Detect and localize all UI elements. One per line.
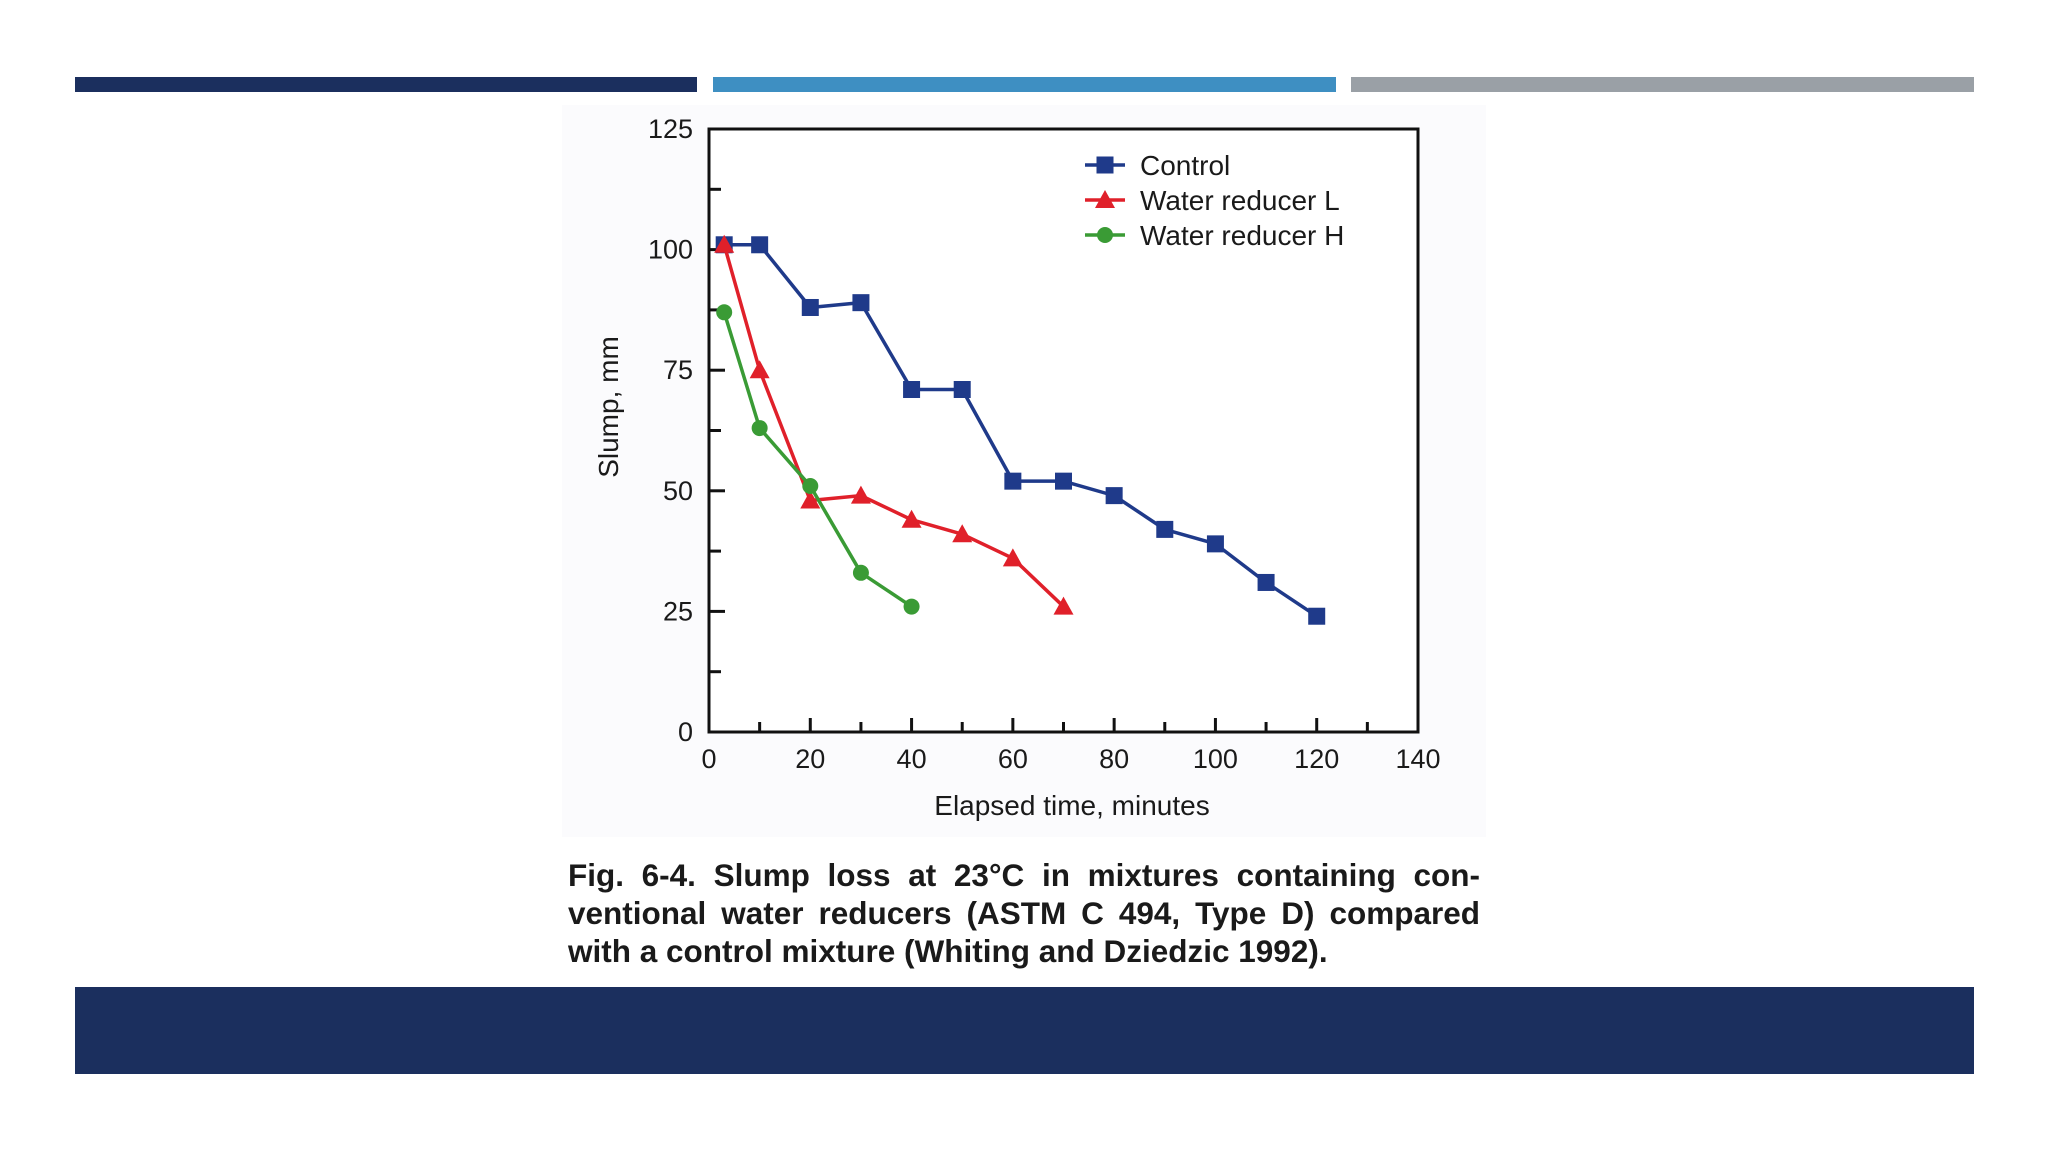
data-point-control bbox=[1004, 472, 1022, 490]
legend-label: Water reducer L bbox=[1140, 185, 1340, 216]
data-point-control bbox=[903, 380, 921, 398]
data-point-water-reducer-h bbox=[751, 420, 768, 437]
figure-caption: Fig. 6-4. Slump loss at 23°C in mixtures… bbox=[568, 857, 1480, 969]
legend-item-water-reducer-h: Water reducer H bbox=[1085, 220, 1344, 251]
chart-panel: 0 20 40 60 80 100 120 140 0 25 50 75 100 125 Control W… bbox=[562, 105, 1486, 837]
plot-frame bbox=[707, 127, 1420, 734]
data-point-water-reducer-l bbox=[800, 490, 821, 509]
data-point-control bbox=[1206, 535, 1224, 553]
x-tick-label: 0 bbox=[701, 744, 716, 774]
x-tick-label: 20 bbox=[795, 744, 825, 774]
legend-label: Control bbox=[1140, 150, 1230, 181]
x-tick-label: 40 bbox=[897, 744, 927, 774]
y-tick-label: 25 bbox=[663, 596, 693, 626]
series-control bbox=[715, 236, 1326, 625]
x-tick-label: 100 bbox=[1193, 744, 1238, 774]
accent-bar-dark bbox=[75, 77, 697, 92]
series-layer bbox=[714, 234, 1326, 625]
legend-label: Water reducer H bbox=[1140, 220, 1344, 251]
data-point-water-reducer-l bbox=[714, 234, 735, 253]
y-tick-label: 75 bbox=[663, 355, 693, 385]
data-point-water-reducer-l bbox=[749, 360, 770, 379]
legend-marker bbox=[1095, 190, 1115, 208]
series-water-reducer-h bbox=[716, 304, 920, 615]
x-tick-label: 60 bbox=[998, 744, 1028, 774]
data-point-water-reducer-l bbox=[901, 509, 922, 528]
accent-bar-gray bbox=[1351, 77, 1974, 92]
x-tick-label: 80 bbox=[1099, 744, 1129, 774]
data-point-control bbox=[751, 236, 769, 254]
y-tick-label: 125 bbox=[648, 114, 693, 144]
axes: 0 20 40 60 80 100 120 140 0 25 50 75 100 125 bbox=[648, 114, 1441, 774]
legend-item-control: Control bbox=[1085, 150, 1230, 181]
data-point-control bbox=[1257, 573, 1275, 591]
legend-item-water-reducer-l: Water reducer L bbox=[1085, 185, 1340, 216]
data-point-control bbox=[1156, 520, 1174, 538]
y-tick-label: 100 bbox=[648, 235, 693, 265]
data-point-water-reducer-h bbox=[716, 304, 733, 321]
data-point-control bbox=[1055, 472, 1072, 490]
x-tick-label: 140 bbox=[1395, 744, 1440, 774]
data-point-water-reducer-l bbox=[850, 485, 871, 504]
data-point-water-reducer-l bbox=[1002, 548, 1023, 567]
footer-band bbox=[75, 987, 1974, 1074]
data-point-water-reducer-h bbox=[903, 598, 920, 615]
legend: Control Water reducer L Water reducer H bbox=[1085, 150, 1344, 251]
data-point-control bbox=[1105, 487, 1123, 505]
y-tick-label: 0 bbox=[678, 717, 693, 747]
data-point-control bbox=[801, 298, 819, 316]
data-point-control bbox=[852, 294, 870, 312]
legend-marker bbox=[1096, 156, 1114, 174]
series-water-reducer-l bbox=[714, 234, 1074, 615]
data-point-control bbox=[1308, 607, 1326, 625]
accent-bar-blue bbox=[713, 77, 1336, 92]
y-axis-label: Slump, mm bbox=[593, 336, 624, 478]
data-point-water-reducer-h bbox=[852, 564, 869, 581]
x-tick-label: 120 bbox=[1294, 744, 1339, 774]
data-point-water-reducer-l bbox=[952, 524, 973, 543]
y-tick-label: 50 bbox=[663, 476, 693, 506]
chart: 0 20 40 60 80 100 120 140 0 25 50 75 100 125 Control W… bbox=[593, 114, 1441, 821]
data-point-control bbox=[953, 380, 971, 398]
data-point-water-reducer-h bbox=[802, 477, 819, 494]
legend-marker bbox=[1097, 227, 1113, 243]
series-line-water-reducer-l bbox=[722, 244, 1065, 608]
x-axis-label: Elapsed time, minutes bbox=[934, 790, 1209, 821]
data-point-water-reducer-l bbox=[1053, 596, 1074, 615]
